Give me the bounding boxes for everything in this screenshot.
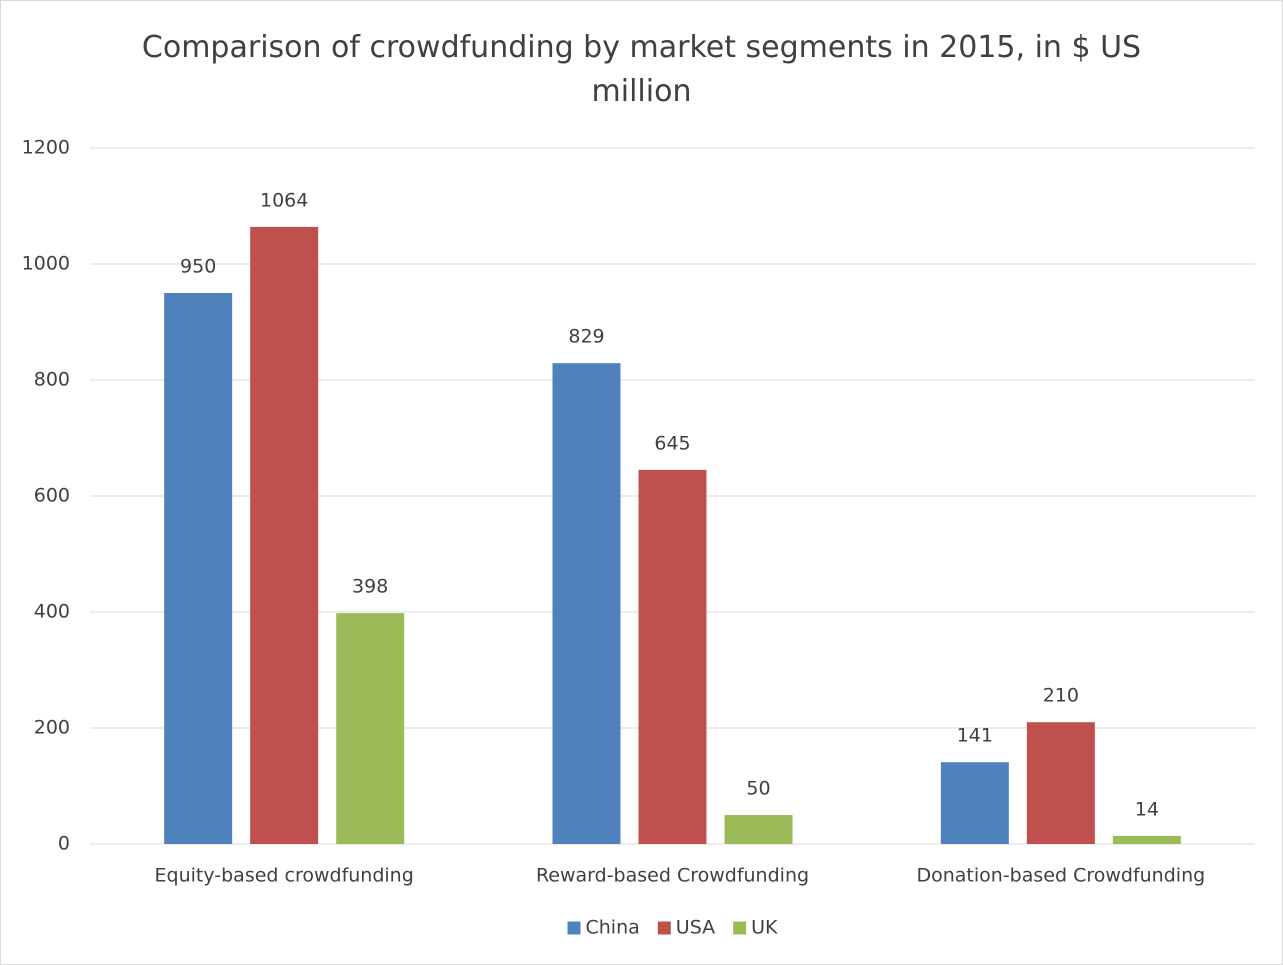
bar (638, 469, 707, 844)
y-tick-label: 1000 (22, 253, 70, 275)
legend-label: USA (676, 917, 715, 939)
data-label: 950 (180, 256, 216, 278)
bar (1112, 835, 1181, 844)
data-label: 398 (352, 576, 388, 598)
data-label: 645 (654, 432, 690, 454)
bar (164, 293, 233, 844)
x-tick-label: Reward-based Crowdfunding (536, 865, 809, 887)
legend-swatch (733, 921, 747, 935)
y-tick-label: 200 (34, 717, 70, 739)
data-label: 14 (1135, 798, 1159, 820)
x-tick-label: Donation-based Crowdfunding (916, 865, 1205, 887)
legend-label: China (586, 917, 640, 939)
x-tick-label: Equity-based crowdfunding (155, 865, 414, 887)
data-label: 210 (1043, 685, 1079, 707)
data-label: 829 (568, 326, 604, 348)
legend-label: UK (751, 917, 778, 939)
legend-swatch (657, 921, 671, 935)
y-tick-label: 800 (34, 369, 70, 391)
bar (336, 613, 405, 844)
chart-title: Comparison of crowdfunding by market seg… (141, 30, 1142, 109)
y-tick-label: 400 (34, 601, 70, 623)
y-tick-label: 1200 (22, 137, 70, 159)
bar (250, 226, 319, 844)
data-label: 141 (957, 725, 993, 747)
y-tick-label: 0 (58, 833, 70, 855)
legend-swatch (567, 921, 581, 935)
bar (552, 363, 621, 844)
bar (724, 815, 793, 844)
bar (1026, 722, 1095, 844)
bar (940, 762, 1009, 844)
y-tick-label: 600 (34, 485, 70, 507)
data-label: 50 (746, 778, 770, 800)
data-label: 1064 (260, 189, 308, 211)
